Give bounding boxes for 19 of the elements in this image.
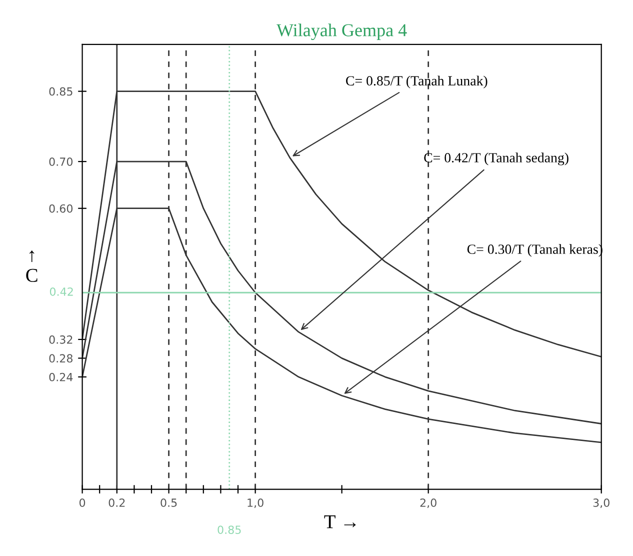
chart-title: Wilayah Gempa 4 — [276, 24, 407, 40]
annotation: C= 0.85/T (Tanah Lunak) — [346, 76, 488, 88]
x-tick-label: 2,0 — [420, 498, 436, 508]
x-tick-label: 0.2 — [108, 498, 125, 507]
y-tick-label: 0.24 — [49, 372, 73, 382]
ref-line-label: 0.42 — [50, 287, 73, 296]
x-tick-label: 3,0 — [593, 498, 610, 508]
x-axis-title: T → — [324, 515, 356, 528]
y-tick-label: 0.60 — [49, 204, 73, 213]
x-tick-label: 1,0 — [248, 498, 264, 508]
x-tick-label: 0 — [79, 498, 86, 507]
annotation: C= 0.42/T (Tanah sedang) — [424, 152, 568, 166]
y-axis-title: ↑ C — [26, 250, 38, 282]
x-tick-label: 0.5 — [160, 498, 177, 507]
ref-line-label: 0.85 — [218, 526, 241, 534]
y-tick-label: 0.28 — [49, 354, 72, 363]
y-tick-label: 0.32 — [49, 335, 72, 344]
y-tick-label: 0.85 — [49, 87, 72, 96]
y-tick-label: 0.70 — [49, 158, 73, 166]
